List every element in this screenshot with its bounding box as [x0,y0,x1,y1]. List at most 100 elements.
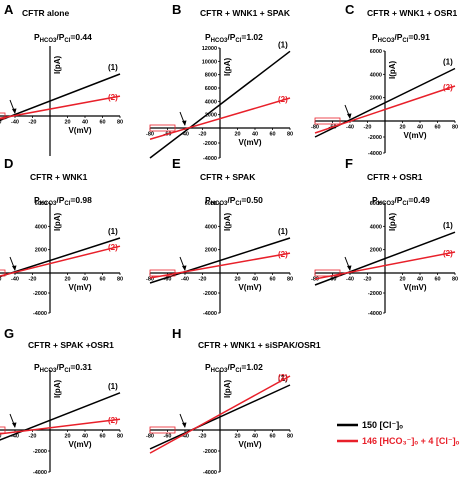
x-tick-label: -20 [29,277,37,283]
x-tick-label: -60 [0,277,1,283]
x-tick-label: -40 [11,434,19,440]
x-axis-label: V(mV) [238,283,261,292]
x-tick-label: -40 [346,277,354,283]
panel-title: CFTR + SPAK [200,172,256,182]
x-tick-label: -40 [11,277,19,283]
x-tick-label: 40 [252,132,258,138]
x-tick-label: 40 [252,277,258,283]
panel-h: H CFTR + WNK1 + siSPAK/OSR1 PHCO3/PCl=1.02… [146,326,321,476]
perm-slash: /P [227,32,235,42]
series-label-1: (1) [443,221,453,230]
permeability-ratio: PHCO3/PCl=1.02 [205,32,263,44]
x-axis-label: V(mV) [68,283,91,292]
y-tick-label: 2000 [370,248,382,254]
perm-sub2: Cl [235,201,241,207]
y-tick-label: -2000 [368,135,382,141]
perm-sub1: HCO3 [40,201,57,207]
perm-sub1: HCO3 [211,38,228,44]
x-tick-label: -20 [199,132,207,138]
y-tick-label: 6000 [370,49,382,55]
x-tick-label: -80 [146,277,154,283]
panel-label: D [4,156,13,171]
series-line-2 [0,95,121,120]
series-label-1: (1) [108,227,118,236]
x-tick-label: -80 [146,434,154,440]
y-axis-label: I(pA) [53,212,62,231]
perm-value: =0.49 [408,195,430,205]
negative-region-marker [149,269,176,277]
panel-label: B [172,2,181,17]
series-line-2 [149,252,291,279]
negative-region-marker [149,426,176,434]
perm-value: =0.50 [241,195,263,205]
series-label-2: (2) [278,373,288,382]
y-tick-label: -2000 [203,291,217,297]
series-label-2: (2) [108,243,118,252]
x-tick-label: -20 [364,277,372,283]
y-tick-label: 6000 [370,201,382,207]
x-tick-label: -40 [11,120,19,126]
x-tick-label: 80 [117,120,123,126]
perm-sub2: Cl [64,38,70,44]
x-tick-label: 80 [452,277,458,283]
perm-sub2: Cl [235,38,241,44]
x-tick-label: -40 [181,277,189,283]
perm-p1: P [34,195,40,205]
perm-slash: /P [394,32,402,42]
panel-title: CFTR + OSR1 [367,172,423,182]
y-axis-label: I(pA) [53,379,62,398]
series-line-2 [149,97,291,140]
perm-slash: /P [56,362,64,372]
y-axis-label: I(pA) [388,60,397,79]
panel-f: F CFTR + OSR1 PHCO3/PCl=0.49 -80 -60 -40 -20 20… [311,156,458,317]
y-tick-label: 4000 [205,99,217,105]
y-tick-label: 6000 [205,86,217,92]
permeability-ratio: PHCO3/PCl=0.98 [34,195,92,207]
reversal-arrow-head [182,422,187,428]
series-label-2: (2) [108,416,118,425]
x-tick-label: 80 [117,277,123,283]
x-tick-label: 40 [82,277,88,283]
x-tick-label: -60 [329,277,337,283]
y-tick-label: -2000 [203,449,217,455]
y-axis-label: I(pA) [223,57,232,76]
panel-title: CFTR + WNK1 + SPAK [200,8,291,18]
x-tick-label: -80 [311,277,319,283]
perm-p1: P [372,32,378,42]
x-tick-label: 20 [234,277,240,283]
series-label-2: (2) [443,83,453,92]
perm-value: =1.02 [241,362,263,372]
perm-sub1: HCO3 [211,201,228,207]
x-axis-label: V(mV) [403,131,426,140]
reversal-arrow-head [182,265,187,271]
negative-region-marker [0,269,6,277]
x-tick-label: -20 [364,125,372,131]
x-tick-label: 60 [99,434,105,440]
series-line-2 [0,245,121,277]
perm-value: =0.98 [70,195,92,205]
x-tick-label: 40 [417,277,423,283]
y-tick-label: 4000 [370,224,382,230]
x-tick-label: 20 [64,434,70,440]
perm-value: =0.31 [70,362,92,372]
series-line-1 [149,50,291,159]
panel-label: A [4,2,14,17]
perm-p1: P [34,362,40,372]
y-tick-label: -4000 [368,151,382,157]
x-tick-label: 60 [269,132,275,138]
perm-sub1: HCO3 [378,201,395,207]
series-line-2 [314,85,456,134]
panel-label: C [345,2,355,17]
x-axis-label: V(mV) [238,440,261,449]
series-label-1: (1) [443,58,453,67]
x-tick-label: 40 [82,120,88,126]
x-tick-label: 20 [64,120,70,126]
x-tick-label: 80 [287,132,293,138]
permeability-ratio: PHCO3/PCl=0.44 [34,32,92,44]
y-tick-label: -4000 [203,311,217,317]
perm-slash: /P [56,32,64,42]
perm-p1: P [205,195,211,205]
series-line-1 [149,237,291,284]
reversal-arrow-head [12,108,17,114]
